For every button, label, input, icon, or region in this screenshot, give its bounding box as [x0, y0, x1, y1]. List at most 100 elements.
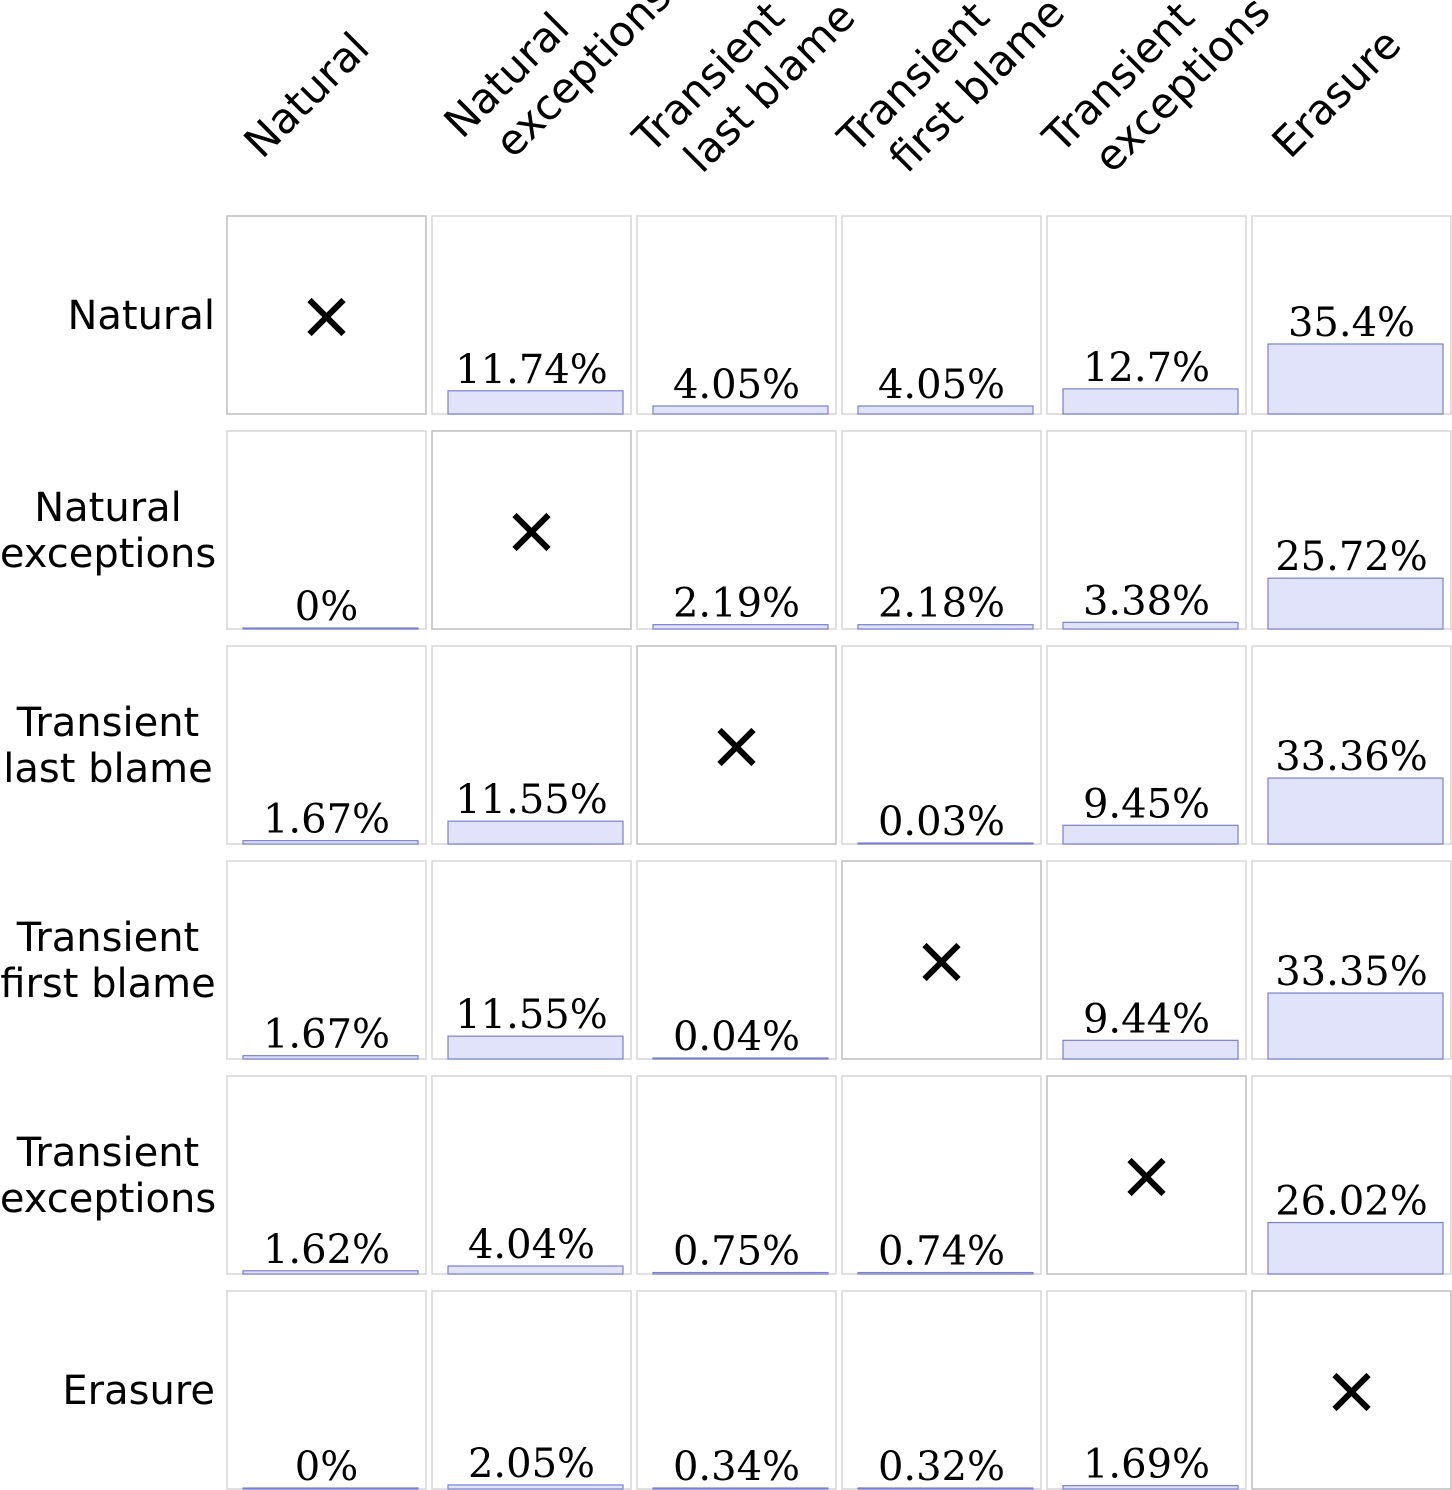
diagonal-cross-mark: [307, 297, 346, 337]
matrix-cell: 4.05%: [841, 215, 1042, 415]
value-bar: [652, 1271, 829, 1275]
value-label: 0.75%: [673, 1229, 800, 1275]
value-bar: [652, 1057, 829, 1060]
diagonal-cross-mark: [922, 942, 961, 982]
matrix-cell: [431, 430, 632, 630]
value-bar: [1267, 343, 1444, 415]
matrix-cell: 1.69%: [1046, 1290, 1247, 1490]
matrix-cell: 11.74%: [431, 215, 632, 415]
matrix-cell: [1251, 1290, 1452, 1490]
value-label: 2.05%: [468, 1441, 595, 1487]
matrix-cell: 0.32%: [841, 1290, 1042, 1490]
value-bar: [1062, 1039, 1239, 1060]
value-label: 9.45%: [1083, 781, 1210, 827]
value-bar: [857, 842, 1034, 845]
value-bar: [447, 1484, 624, 1490]
matrix-cell: 1.67%: [226, 645, 427, 845]
matrix-cell: 0.74%: [841, 1075, 1042, 1275]
value-label: 1.69%: [1083, 1442, 1210, 1488]
cell-frame: [1046, 1290, 1247, 1490]
value-bar: [242, 1270, 419, 1275]
cell-frame: [226, 1290, 427, 1490]
value-label: 0.74%: [878, 1229, 1005, 1275]
matrix-cell: 25.72%: [1251, 430, 1452, 630]
matrix-cell: 11.55%: [431, 860, 632, 1060]
matrix-cell: 12.7%: [1046, 215, 1247, 415]
value-label: 2.18%: [878, 581, 1005, 627]
value-label: 11.74%: [455, 347, 608, 393]
row-label: Natural: [67, 293, 215, 339]
matrix-cell: [226, 215, 427, 415]
row-label: Natural: [34, 485, 182, 531]
value-label: 4.05%: [878, 362, 1005, 408]
matrix-cell: 11.55%: [431, 645, 632, 845]
cross-stroke: [1127, 1157, 1166, 1197]
cross-stroke: [1332, 1372, 1371, 1412]
column-label-line: Natural: [234, 23, 378, 167]
value-label: 25.72%: [1275, 534, 1428, 580]
matrix-cell: 33.35%: [1251, 860, 1452, 1060]
value-label: 0.34%: [673, 1444, 800, 1490]
cell-frame: [841, 430, 1042, 630]
cross-stroke: [512, 512, 551, 552]
row-label: first blame: [0, 961, 215, 1007]
cell-frame: [226, 860, 427, 1060]
cell-frame: [1046, 860, 1247, 1060]
matrix-cell: 0.04%: [636, 860, 837, 1060]
cell-frame: [636, 1075, 837, 1275]
cell-frame: [841, 645, 1042, 845]
matrix-cells: 11.74% 4.05% 4.05% 12.7% 35.4% 0% 2.19% 2.18% 3.…: [226, 215, 1452, 1490]
value-bar: [857, 1271, 1034, 1275]
matrix-cell: 0%: [226, 1290, 427, 1490]
value-label: 0%: [295, 1444, 358, 1490]
matrix-cell: 26.02%: [1251, 1075, 1452, 1275]
value-bar: [1062, 621, 1239, 630]
matrix-cell: 2.05%: [431, 1290, 632, 1490]
value-label: 4.05%: [673, 362, 800, 408]
value-bar: [1267, 1221, 1444, 1275]
value-label: 0.32%: [878, 1444, 1005, 1490]
value-label: 35.4%: [1288, 300, 1415, 346]
cell-frame: [841, 1290, 1042, 1490]
matrix-cell: 2.19%: [636, 430, 837, 630]
value-label: 3.38%: [1083, 578, 1210, 624]
value-label: 26.02%: [1275, 1179, 1428, 1225]
matrix-cell: 3.38%: [1046, 430, 1247, 630]
cell-frame: [431, 215, 632, 415]
cell-frame: [841, 1075, 1042, 1275]
value-bar: [447, 390, 624, 415]
value-bar: [242, 627, 419, 630]
diagonal-cross-mark: [1332, 1372, 1371, 1412]
matrix-cell: [1046, 1075, 1247, 1275]
matrix-cell: [841, 860, 1042, 1060]
value-label: 12.7%: [1083, 345, 1210, 391]
value-bar: [652, 624, 829, 630]
cross-stroke: [717, 727, 756, 767]
cell-frame: [636, 1290, 837, 1490]
row-label: Erasure: [62, 1368, 215, 1414]
cell-frame: [431, 1075, 632, 1275]
cell-frame: [1046, 645, 1247, 845]
cell-frame: [636, 430, 837, 630]
value-label: 33.35%: [1275, 949, 1428, 995]
row-label: Transient: [16, 700, 199, 746]
row-label: exceptions: [0, 531, 216, 577]
matrix-cell: 4.05%: [636, 215, 837, 415]
value-label: 1.67%: [263, 1012, 390, 1058]
value-label: 33.36%: [1275, 734, 1428, 780]
value-label: 11.55%: [455, 992, 608, 1038]
value-label: 11.55%: [455, 777, 608, 823]
value-bar: [447, 1035, 624, 1060]
cell-frame: [636, 860, 837, 1060]
value-bar: [1062, 824, 1239, 845]
matrix-cell: 0.75%: [636, 1075, 837, 1275]
column-label: Erasure: [1262, 19, 1410, 167]
matrix-cell: 1.67%: [226, 860, 427, 1060]
matrix-cell: 0.03%: [841, 645, 1042, 845]
value-bar: [857, 405, 1034, 415]
